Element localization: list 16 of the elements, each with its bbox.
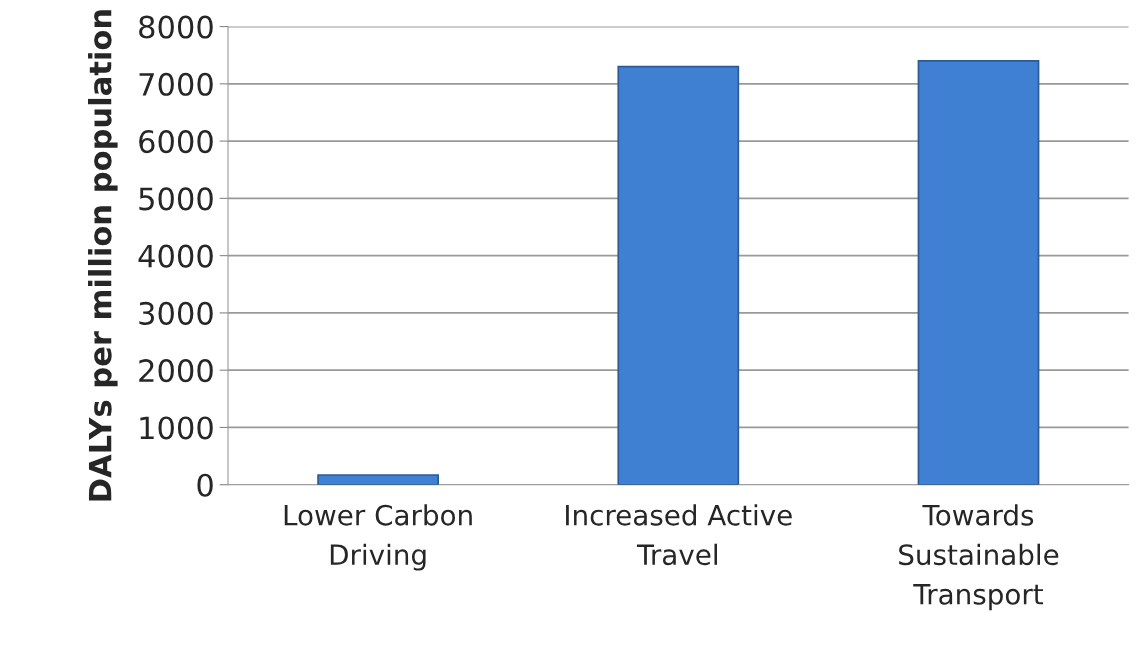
x-tick-label: Lower Carbon Driving xyxy=(284,504,472,571)
x-tick-label: Towards Sustainable Transport xyxy=(899,504,1059,611)
y-tick-label: 1000 xyxy=(140,416,213,440)
y-tick-label: 4000 xyxy=(138,244,213,268)
y-tick-label: 6000 xyxy=(139,130,213,154)
bar xyxy=(317,474,439,485)
y-tick-label: 2000 xyxy=(139,359,213,383)
y-axis-title: DALYs per million population xyxy=(88,10,118,501)
bar xyxy=(617,65,740,485)
y-tick-label: 5000 xyxy=(139,187,213,211)
y-tick-label: 3000 xyxy=(139,301,213,325)
y-tick-label: 7000 xyxy=(139,72,213,96)
x-tick-label: Increased Active Travel xyxy=(566,504,792,566)
y-tick-label: 0 xyxy=(197,473,213,497)
bar xyxy=(917,60,1040,485)
y-tick-label: 8000 xyxy=(139,15,213,39)
